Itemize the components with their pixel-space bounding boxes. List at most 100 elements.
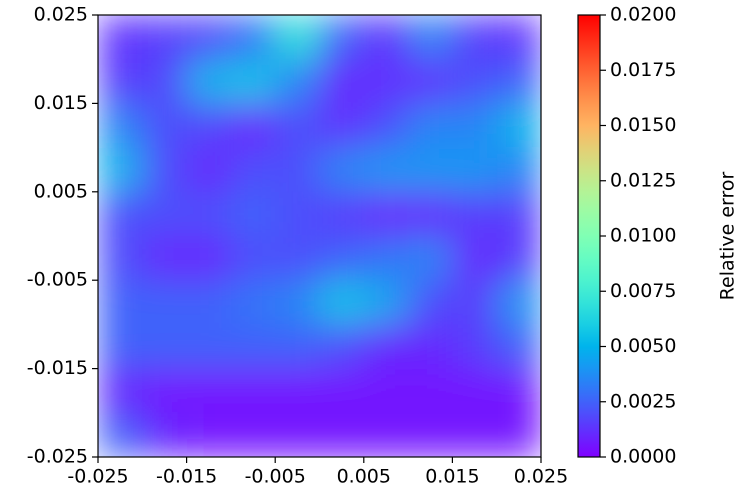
heat-cell [186,15,232,60]
heat-cell [319,368,365,414]
heat-cell [452,191,498,237]
heat-cell [363,147,409,193]
heat-cell [363,236,409,281]
colorbar-label: Relative error [717,171,739,300]
x-tick-label: -0.005 [245,466,306,488]
heat-cell [452,280,498,325]
heat-cell [496,324,541,370]
y-tick-label: 0.015 [34,92,88,114]
heat-cell [452,147,498,193]
heat-cell [186,412,232,457]
heat-cell [319,15,365,60]
heat-cell [230,412,276,457]
y-tick-label: 0.005 [34,180,88,202]
heat-cell [452,324,498,370]
heat-cell [496,412,541,457]
heat-cell [408,368,453,414]
heat-cell [452,103,498,149]
heat-cell [230,59,276,104]
colorbar-tick-label: 0.0000 [610,446,676,468]
heat-cell [363,368,409,414]
heat-cell [98,191,143,237]
heat-cell [230,15,276,60]
heat-cell [142,236,188,281]
heat-cell [230,103,276,149]
heat-cell [186,368,232,414]
heat-cell [319,191,365,237]
y-tick-label: 0.025 [34,4,88,26]
heat-cell [275,368,320,414]
heat-cell [363,412,409,457]
heat-cell [98,324,143,370]
heat-cell [98,59,143,104]
y-tick-label: -0.015 [27,357,88,379]
heat-cell [452,59,498,104]
colorbar-tick-label: 0.0175 [610,59,676,81]
heat-cell [142,147,188,193]
heat-cell [142,412,188,457]
heat-cell [142,59,188,104]
x-tick-label: -0.015 [156,466,217,488]
heat-cell [142,368,188,414]
heat-cell [408,15,453,60]
colorbar-tick-label: 0.0125 [610,169,676,191]
heat-cell [98,412,143,457]
heat-cell [408,191,453,237]
heat-cell [186,147,232,193]
heat-cell [319,147,365,193]
heat-cell [496,280,541,325]
colorbar-tick-label: 0.0050 [610,335,676,357]
x-tick-label: 0.025 [514,466,568,488]
heat-cell [408,324,453,370]
heat-cell [319,412,365,457]
heat-cell [142,324,188,370]
heat-cell [98,236,143,281]
heat-cell [408,103,453,149]
heat-cell [98,280,143,325]
heat-cell [275,59,320,104]
heat-cell [452,412,498,457]
heat-cell [363,324,409,370]
heat-cell [319,324,365,370]
heat-cell [275,103,320,149]
heat-cell [363,103,409,149]
heat-cell [363,59,409,104]
colorbar-tick-label: 0.0075 [610,280,676,302]
heat-cell [186,324,232,370]
heat-cell [408,280,453,325]
heat-cell [452,236,498,281]
heat-cell [496,236,541,281]
heat-cell [186,103,232,149]
heat-cell [98,147,143,193]
heat-cell [496,191,541,237]
colorbar-tick-label: 0.0100 [610,225,676,247]
heat-cell [452,15,498,60]
heat-cell [319,59,365,104]
heat-cell [186,280,232,325]
heat-cell [408,59,453,104]
heat-cell [496,59,541,104]
heat-cell [275,191,320,237]
heat-cell [275,412,320,457]
heat-cell [496,147,541,193]
heat-cell [275,147,320,193]
heat-cell [186,59,232,104]
heat-cell [319,103,365,149]
heat-cell [408,147,453,193]
colorbar-tick-label: 0.0025 [610,390,676,412]
heat-cell [230,147,276,193]
heat-cell [230,191,276,237]
heat-cell [319,236,365,281]
x-tick-label: 0.005 [337,466,391,488]
heatmap [98,15,541,457]
heat-cell [496,103,541,149]
heat-cell [496,368,541,414]
heat-cell [186,191,232,237]
colorbar [577,14,601,458]
heat-cell [452,368,498,414]
heat-cell [98,103,143,149]
heat-cell [142,191,188,237]
heat-cell [230,280,276,325]
heat-cell [275,15,320,60]
heat-cell [142,103,188,149]
